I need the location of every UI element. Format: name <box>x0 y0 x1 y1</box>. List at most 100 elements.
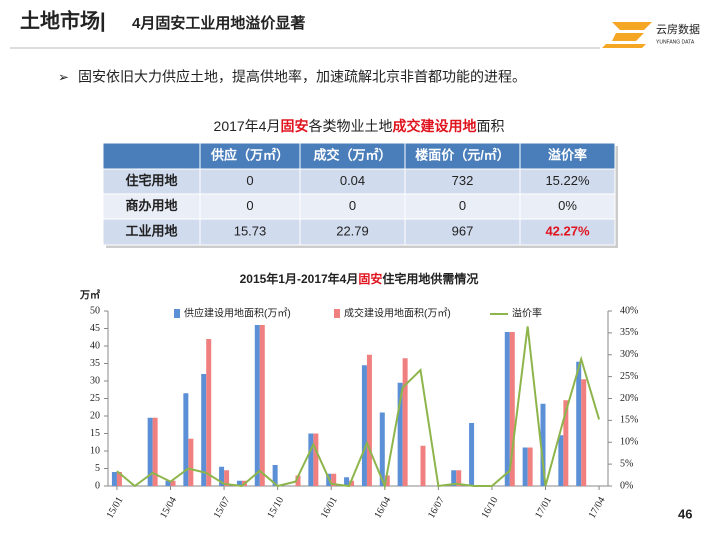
cell-text: 工业用地 <box>125 223 177 238</box>
y2-tick-label: 0% <box>620 480 633 491</box>
y-tick-label: 15 <box>90 428 100 439</box>
bar <box>456 470 462 486</box>
y2-tick-label: 10% <box>620 437 638 448</box>
legend-label: 溢价率 <box>512 307 542 320</box>
bar <box>397 382 403 486</box>
y-tick-label: 5 <box>95 463 100 474</box>
y-tick-label: 20 <box>90 410 100 421</box>
bar <box>183 393 189 486</box>
y2-tick-label: 25% <box>620 371 638 382</box>
bar <box>147 417 153 486</box>
y-tick-label: 45 <box>90 323 100 334</box>
cell-text: 0.04 <box>340 173 365 188</box>
y2-tick-label: 30% <box>620 349 638 360</box>
x-tick-label: 16/04 <box>372 495 393 520</box>
table-cell <box>199 193 301 220</box>
bar <box>379 412 385 486</box>
cell-text: 15.73 <box>234 223 267 238</box>
header-cell <box>404 142 521 170</box>
bar <box>254 325 260 486</box>
y-tick-label: 0 <box>95 480 100 491</box>
bar <box>402 358 408 486</box>
bar <box>236 480 242 486</box>
bar <box>581 379 587 486</box>
cell-text: 0 <box>459 198 466 213</box>
cell-text: 732 <box>452 173 474 188</box>
title-part: 固安 <box>280 118 308 134</box>
table-cell <box>299 193 406 220</box>
legend-swatch <box>334 309 340 318</box>
y2-tick-label: 5% <box>620 458 633 469</box>
table-cell <box>519 193 616 220</box>
title-part: 2017年4月 <box>214 118 281 134</box>
bar <box>295 475 301 486</box>
bar <box>201 374 207 486</box>
title-part: 各类物业土地 <box>308 118 392 134</box>
bar <box>527 447 533 486</box>
header-cell <box>102 142 201 170</box>
x-tick-label: 15/01 <box>105 495 126 520</box>
x-tick-label: 17/01 <box>533 495 554 520</box>
x-tick-label: 16/10 <box>480 495 501 520</box>
y2-tick-label: 20% <box>620 393 638 404</box>
bar <box>219 466 225 486</box>
line-series <box>116 326 601 490</box>
bar <box>451 470 457 486</box>
cell-text: 0% <box>558 198 577 213</box>
x-tick-label: 15/04 <box>158 495 179 520</box>
chart: 0 5 10 15 20 25 30 35 40 45 50 0% 5% 10% 15% 20% 25% 30% 3… <box>90 305 638 520</box>
x-tick-label: 16/01 <box>319 495 340 520</box>
bullet-marker: ➢ <box>58 69 69 84</box>
header-text: 溢价率 <box>548 147 587 162</box>
table-cell <box>199 168 301 195</box>
title-part: 住宅用地供需情况 <box>382 271 478 286</box>
x-tick-label: 15/10 <box>265 495 286 520</box>
table-cell <box>404 218 521 246</box>
cell-text: 0 <box>246 173 253 188</box>
bar <box>165 480 171 486</box>
legend-label: 成交建设用地面积(万㎡) <box>344 307 451 320</box>
header-text: 成交（万㎡） <box>313 147 391 162</box>
bar <box>509 332 515 486</box>
bar <box>224 470 230 486</box>
y-axis-label: 万㎡ <box>79 289 100 302</box>
bar <box>349 480 355 486</box>
bar <box>313 433 319 486</box>
bar <box>152 417 158 486</box>
table-title: 2017年4月固安各类物业土地成交建设用地面积 <box>214 118 505 134</box>
title-part: 成交建设用地 <box>392 118 476 134</box>
x-tick-label: 16/07 <box>426 495 447 520</box>
y2-tick-label: 35% <box>620 327 638 338</box>
bar <box>361 365 367 486</box>
y-tick-label: 50 <box>90 305 100 316</box>
bar <box>504 332 510 486</box>
y-tick-label: 10 <box>90 445 100 456</box>
title-part: 2015年1月-2017年4月 <box>240 271 359 286</box>
bullet-text: 固安依旧大力供应土地，提高供地率，加速疏解北京非首都功能的进程。 <box>78 69 526 85</box>
bar <box>206 339 212 486</box>
bar <box>522 447 528 486</box>
chart-title: 2015年1月-2017年4月固安住宅用地供需情况 <box>240 271 479 286</box>
header-text: 楼面价（元/㎡） <box>415 147 510 162</box>
table-cell <box>519 168 616 195</box>
header-cell <box>199 142 301 170</box>
page-number: 46 <box>678 506 692 521</box>
table-cell <box>519 218 616 246</box>
bar <box>563 400 569 486</box>
table-cell <box>102 193 201 220</box>
header-text: 供应（万㎡） <box>210 147 289 162</box>
y-tick-label: 25 <box>90 393 100 404</box>
bar <box>366 354 372 486</box>
bar <box>259 325 265 486</box>
bar <box>170 480 176 486</box>
bar <box>116 472 122 486</box>
legend-label: 供应建设用地面积(万㎡) <box>184 307 291 320</box>
cell-text: 住宅用地 <box>125 173 177 188</box>
cell-text: 商办用地 <box>125 198 177 213</box>
bar <box>344 477 350 486</box>
cell-text: 15.22% <box>545 173 590 188</box>
x-tick-label: 17/04 <box>587 495 608 520</box>
bar <box>420 445 426 486</box>
y2-tick-label: 15% <box>620 415 638 426</box>
